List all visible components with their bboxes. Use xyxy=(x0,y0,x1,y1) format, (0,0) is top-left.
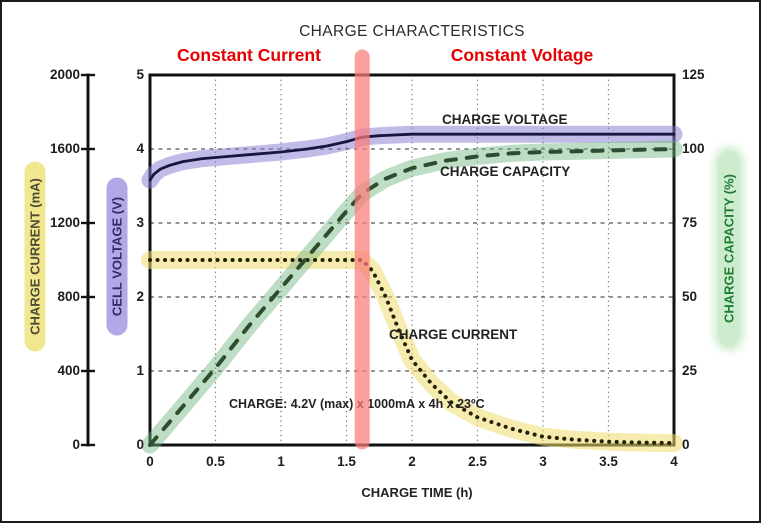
time-axis-tick-label: 3.5 xyxy=(599,454,618,469)
capacity-axis-tick-label: 125 xyxy=(682,67,705,82)
constant-current-region-label: Constant Current xyxy=(177,45,321,65)
charge-capacity-curve-label: CHARGE CAPACITY xyxy=(440,164,570,179)
voltage-axis-tick-label: 2 xyxy=(136,289,144,304)
capacity-axis-tick-label: 75 xyxy=(682,215,698,230)
current-axis-tick-label: 1200 xyxy=(49,215,80,230)
voltage-axis-tick-label: 3 xyxy=(136,215,144,230)
charge-voltage-curve xyxy=(148,132,676,182)
time-axis-title: CHARGE TIME (h) xyxy=(361,485,473,500)
time-axis-tick-label: 2.5 xyxy=(468,454,487,469)
time-axis-tick-label: 0.5 xyxy=(206,454,225,469)
capacity-axis-tick-label: 0 xyxy=(682,437,690,452)
time-axis-tick-label: 3 xyxy=(539,454,547,469)
voltage-axis-tick-label: 1 xyxy=(136,363,144,378)
capacity-axis-tick-label: 100 xyxy=(682,141,705,156)
voltage-axis-tick-label: 4 xyxy=(136,141,144,156)
current-axis-tick-label: 0 xyxy=(72,437,80,452)
current-axis-tick-label: 400 xyxy=(57,363,80,378)
voltage-axis-tick-label: 0 xyxy=(136,437,144,452)
constant-voltage-region-label: Constant Voltage xyxy=(450,45,594,65)
time-axis-tick-label: 0 xyxy=(146,454,154,469)
time-axis-tick-label: 1.5 xyxy=(337,454,356,469)
voltage-axis-title: CELL VOLTAGE (V) xyxy=(106,177,128,336)
charge-current-curve-label: CHARGE CURRENT xyxy=(389,327,518,342)
voltage-axis-tick-label: 5 xyxy=(136,67,144,82)
current-axis xyxy=(81,73,95,447)
current-axis-tick-label: 800 xyxy=(57,289,80,304)
chart-title: CHARGE CHARACTERISTICS xyxy=(299,23,525,40)
capacity-axis-tick-label: 50 xyxy=(682,289,698,304)
charge-current-curve xyxy=(148,258,676,446)
current-axis-title: CHARGE CURRENT (mA) xyxy=(24,161,46,352)
capacity-axis-title: CHARGE CAPACITY (%) xyxy=(718,150,740,347)
time-axis-tick-label: 4 xyxy=(670,454,678,469)
capacity-axis-tick-label: 25 xyxy=(682,363,698,378)
charge-voltage-curve-label: CHARGE VOLTAGE xyxy=(442,112,568,127)
current-axis-tick-label: 1600 xyxy=(49,141,80,156)
current-axis-tick-label: 2000 xyxy=(49,67,80,82)
time-axis-tick-label: 2 xyxy=(408,454,416,469)
time-axis-tick-label: 1 xyxy=(277,454,285,469)
charge-capacity-curve xyxy=(148,147,676,447)
